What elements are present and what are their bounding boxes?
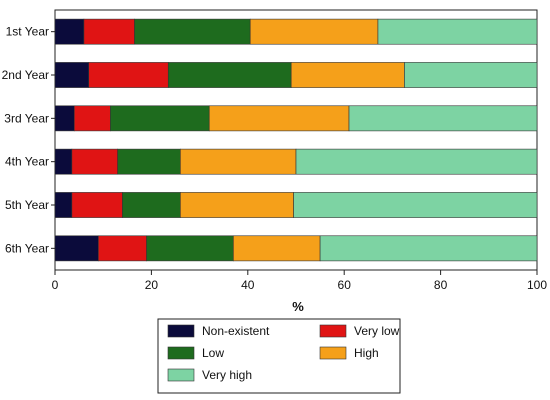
bar-2-series-3 [167,62,292,88]
legend-box [157,318,401,394]
legend-label: Very low [354,324,400,338]
bar-2-series-1 [54,62,90,88]
bar-6-series-1 [54,235,99,262]
bar-4-series-3 [117,148,181,175]
category-label: 1st Year [6,25,49,39]
x-tick-label: 20 [145,278,159,292]
x-axis: 0 20 40 60 80 100 [52,270,547,292]
legend-label: High [354,346,379,360]
bar-1-series-4 [249,18,379,45]
category-label: 6th Year [5,241,49,255]
bar-1-series-1 [54,18,85,45]
x-tick-label: 60 [338,278,352,292]
legend-swatch [167,346,195,360]
bar-5-series-5 [293,192,538,218]
bar-4-series-1 [54,148,73,175]
category-labels-group: 1st Year 2nd Year 3rd Year 4th Year 5th Year… [2,25,55,255]
category-label: 2nd Year [2,68,49,82]
category-label: 5th Year [5,198,49,212]
category-label: 4th Year [5,155,49,169]
bar-3-series-3 [110,105,210,132]
category-label: 3rd Year [4,111,49,125]
bar-2-series-5 [404,62,538,88]
bar-5-series-1 [54,192,73,218]
bar-6-series-3 [146,235,234,262]
legend-swatch [319,346,347,360]
legend: Non-existent Very low Low High Very high [167,324,400,382]
bars-group [54,18,538,262]
bar-1-series-5 [377,18,538,45]
bar-6-series-5 [319,235,538,262]
plot-frame [54,9,538,271]
bar-6-series-4 [233,235,321,262]
legend-swatch [167,324,195,338]
bar-4-series-4 [180,148,297,175]
bar-5-series-3 [122,192,181,218]
bar-5-series-4 [180,192,294,218]
x-tick-label: 80 [434,278,448,292]
bar-4-series-5 [295,148,538,175]
bar-4-series-2 [71,148,118,175]
legend-label: Non-existent [202,324,270,338]
bar-1-series-3 [134,18,251,45]
bar-3-series-2 [73,105,111,132]
legend-label: Very high [202,368,252,382]
bar-1-series-2 [83,18,135,45]
bar-3-series-5 [348,105,538,132]
bar-3-series-4 [208,105,350,132]
legend-swatch [319,324,347,338]
bar-2-series-4 [290,62,405,88]
x-tick-label: 0 [52,278,59,292]
bar-5-series-2 [71,192,123,218]
x-tick-label: 100 [527,278,547,292]
bar-6-series-2 [98,235,147,262]
legend-label: Low [202,346,224,360]
legend-swatch [167,368,195,382]
bar-2-series-2 [88,62,169,88]
x-axis-title: % [292,299,304,314]
bar-3-series-1 [54,105,75,132]
x-tick-label: 40 [241,278,255,292]
